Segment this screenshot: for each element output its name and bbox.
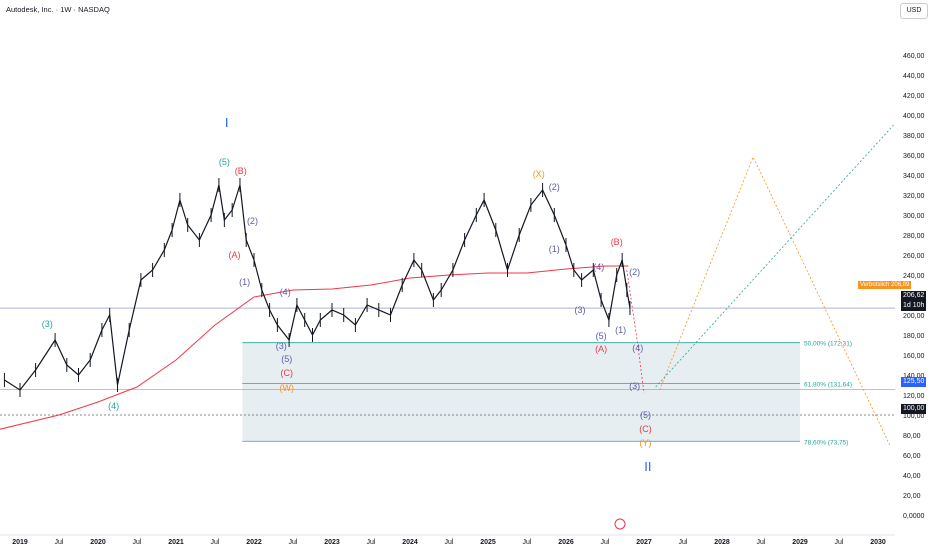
x-tick-label: 2029 xyxy=(792,539,808,546)
projection-path xyxy=(655,124,894,388)
x-tick-label: 2028 xyxy=(714,539,730,546)
y-tick-label: 100,00 xyxy=(903,413,925,420)
chart-title: Autodesk, Inc. · 1W · NASDAQ xyxy=(6,5,110,14)
x-tick-label: 2027 xyxy=(636,539,652,546)
y-tick-label: 60,00 xyxy=(903,453,921,460)
y-tick-label: 80,00 xyxy=(903,433,921,440)
x-tick-label: Jul xyxy=(367,539,376,546)
wave-label: (5) xyxy=(281,354,292,364)
wave-label: (X) xyxy=(533,169,545,179)
wave-label: (1) xyxy=(549,244,560,254)
wave-label: (5) xyxy=(596,331,607,341)
wave-label: (3) xyxy=(42,319,53,329)
y-tick-label: 200,00 xyxy=(903,313,925,320)
y-tick-label: 400,00 xyxy=(903,113,925,120)
event-marker-icon xyxy=(614,518,626,530)
x-tick-label: Jul xyxy=(55,539,64,546)
y-tick-label: 440,00 xyxy=(903,73,925,80)
x-tick-label: Jul xyxy=(835,539,844,546)
x-tick-label: 2023 xyxy=(324,539,340,546)
wave-label: (4) xyxy=(593,262,604,272)
fib-level-label: 78,60% (73,75) xyxy=(804,439,848,446)
wave-label: (4) xyxy=(280,287,291,297)
projection-path xyxy=(626,269,645,394)
y-tick-label: 180,00 xyxy=(903,333,925,340)
wave-label: (1) xyxy=(615,325,626,335)
wave-label: (C) xyxy=(281,368,294,378)
flag-price-tag: Verbotslich 206,89 xyxy=(858,281,912,289)
moving-average-line xyxy=(0,265,629,430)
y-tick-label: 160,00 xyxy=(903,353,925,360)
x-tick-label: 2019 xyxy=(12,539,28,546)
wave-label: (2) xyxy=(247,216,258,226)
flag-value: 206,89 xyxy=(891,282,910,288)
flag-label: Verbotslich xyxy=(860,282,890,288)
x-tick-label: 2021 xyxy=(168,539,184,546)
y-tick-label: 300,00 xyxy=(903,213,925,220)
wave-label: (B) xyxy=(235,166,247,176)
x-tick-label: 2020 xyxy=(90,539,106,546)
wave-label: (B) xyxy=(611,237,623,247)
wave-label: (3) xyxy=(629,381,640,391)
wave-label: (5) xyxy=(640,410,651,420)
y-tick-label: 340,00 xyxy=(903,173,925,180)
x-tick-label: Jul xyxy=(601,539,610,546)
y-tick-label: 380,00 xyxy=(903,133,925,140)
x-tick-label: Jul xyxy=(289,539,298,546)
y-tick-label: 280,00 xyxy=(903,233,925,240)
wave-label: (5) xyxy=(219,157,230,167)
wave-label: (C) xyxy=(639,424,652,434)
wave-label: (A) xyxy=(595,344,607,354)
x-tick-label: Jul xyxy=(445,539,454,546)
y-tick-label: 20,00 xyxy=(903,493,921,500)
wave-label: (4) xyxy=(108,401,119,411)
wave-label: (1) xyxy=(239,277,250,287)
wave-label: (2) xyxy=(549,182,560,192)
y-tick-label: 240,00 xyxy=(903,273,925,280)
y-tick-label: 420,00 xyxy=(903,93,925,100)
wave-label: (2) xyxy=(629,267,640,277)
fib-level-label: 61,80% (131,64) xyxy=(804,381,852,388)
y-tick-label: 320,00 xyxy=(903,193,925,200)
last-price-tag: 206,62 xyxy=(901,291,927,301)
level-tag-125: 125,50 xyxy=(901,377,927,387)
wave-label: I xyxy=(225,115,229,130)
x-tick-label: Jul xyxy=(757,539,766,546)
level-tag-100: 100,00 xyxy=(901,404,927,414)
wave-label: (Y) xyxy=(640,438,652,448)
y-tick-label: 260,00 xyxy=(903,253,925,260)
y-tick-label: 140,00 xyxy=(903,373,925,380)
countdown-tag: 1d 10h xyxy=(901,301,927,311)
currency-button[interactable]: USD xyxy=(900,3,928,19)
x-tick-label: 2022 xyxy=(246,539,262,546)
x-tick-label: 2030 xyxy=(870,539,886,546)
fib-level-label: 50,00% (172,31) xyxy=(804,341,852,348)
x-tick-label: Jul xyxy=(133,539,142,546)
wave-label: (A) xyxy=(229,250,241,260)
wave-label: (4) xyxy=(632,343,643,353)
x-tick-label: 2026 xyxy=(558,539,574,546)
y-tick-label: 0,0000 xyxy=(903,513,925,520)
y-tick-label: 360,00 xyxy=(903,153,925,160)
x-tick-label: 2025 xyxy=(480,539,496,546)
wave-label: II xyxy=(644,459,651,474)
wave-label: (3) xyxy=(276,341,287,351)
wave-label: (3) xyxy=(575,305,586,315)
fib-zone xyxy=(242,342,801,442)
y-tick-label: 120,00 xyxy=(903,393,925,400)
x-tick-label: Jul xyxy=(523,539,532,546)
x-tick-label: Jul xyxy=(211,539,220,546)
x-tick-label: Jul xyxy=(679,539,688,546)
wave-label: (W) xyxy=(280,383,295,393)
x-tick-label: 2024 xyxy=(402,539,418,546)
price-line xyxy=(4,184,631,391)
y-tick-label: 460,00 xyxy=(903,53,925,60)
y-tick-label: 40,00 xyxy=(903,473,921,480)
